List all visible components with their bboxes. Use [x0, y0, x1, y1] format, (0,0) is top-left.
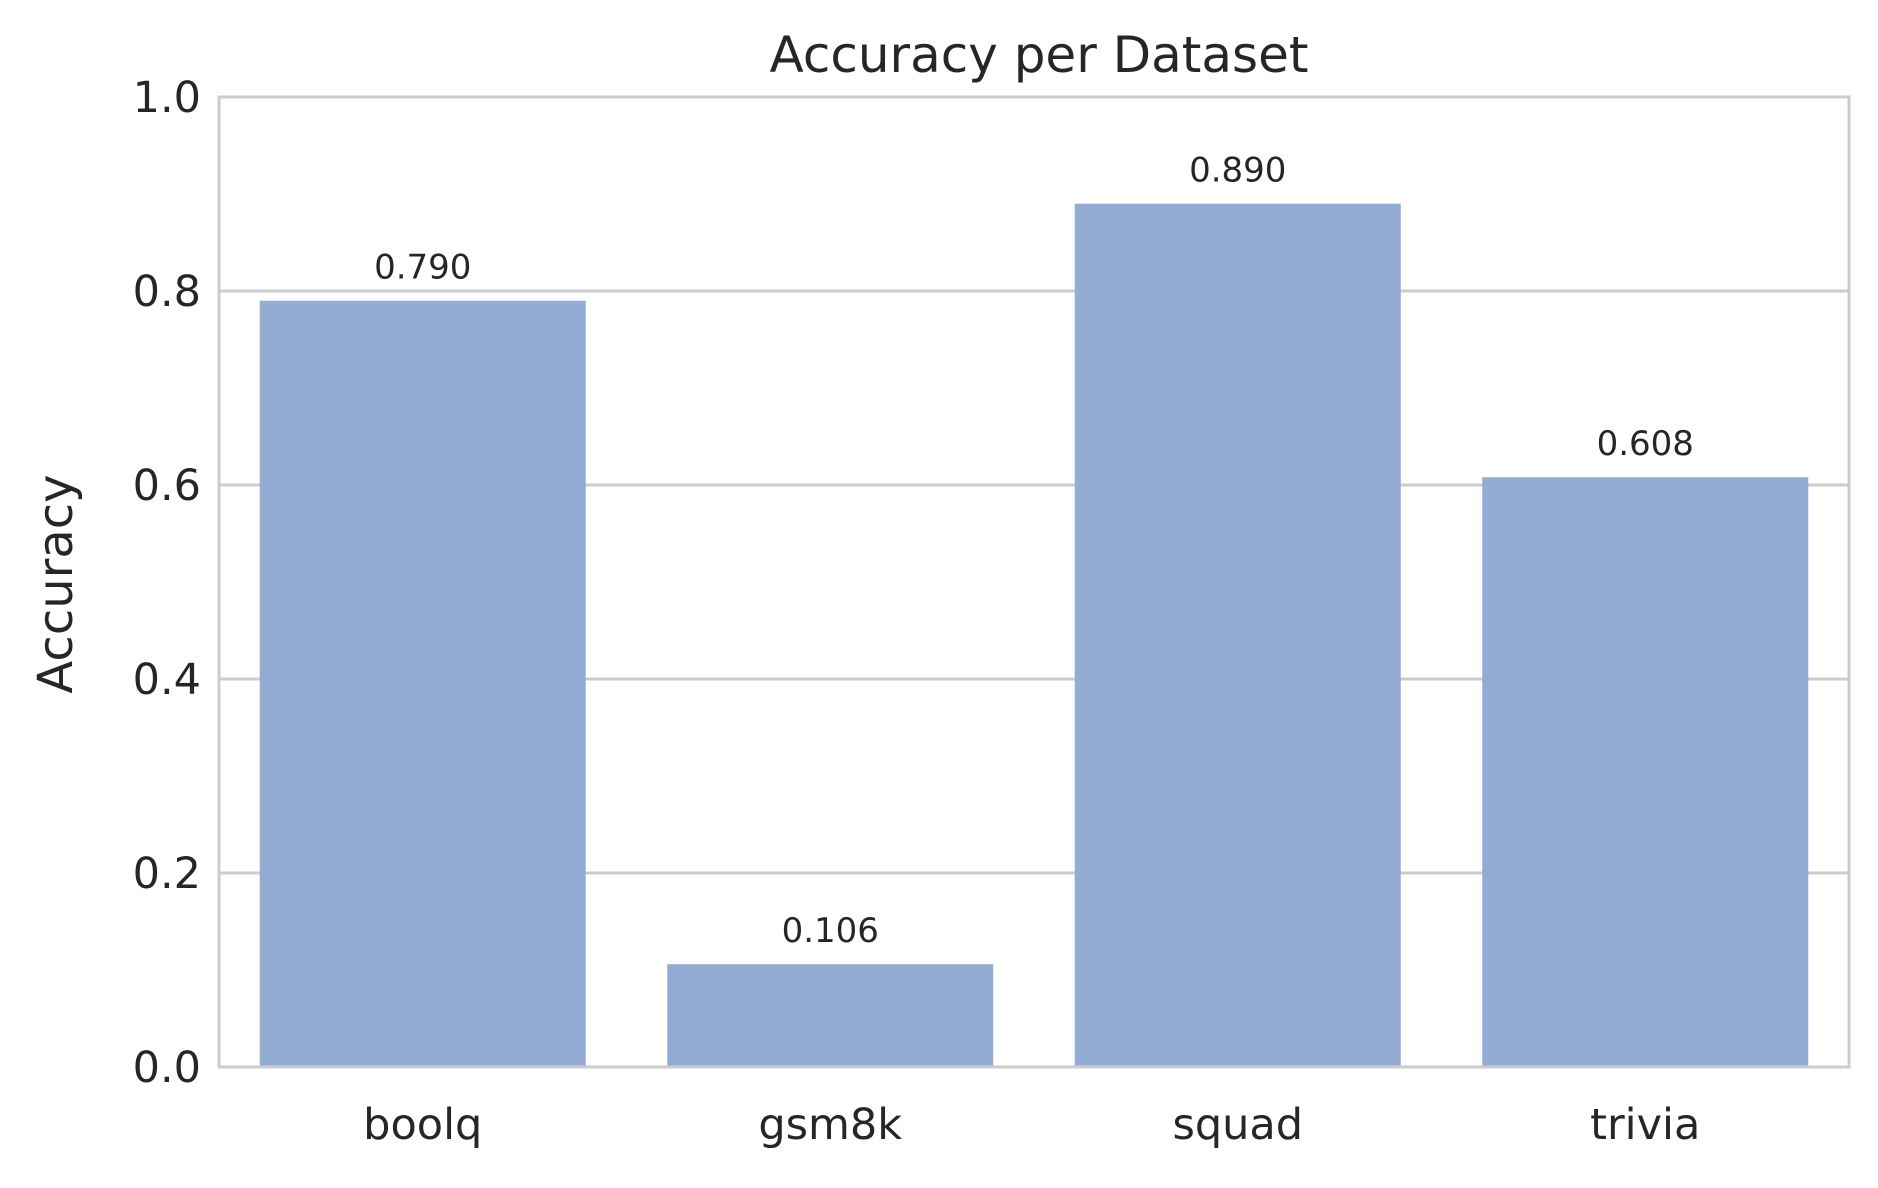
- bars: [259, 203, 1809, 1067]
- y-tick-label: 0.6: [133, 461, 201, 511]
- bar-trivia: [1482, 477, 1809, 1067]
- y-tick-label: 1.0: [133, 73, 201, 123]
- y-tick-label: 0.8: [133, 267, 201, 317]
- data-label-boolq: 0.790: [374, 248, 471, 288]
- y-tick-label: 0.2: [133, 849, 201, 899]
- x-tick-label-gsm8k: gsm8k: [758, 1100, 902, 1150]
- bar-squad: [1074, 203, 1401, 1067]
- data-label-squad: 0.890: [1189, 151, 1286, 191]
- data-labels: 0.790 0.106 0.890 0.608: [374, 151, 1694, 951]
- x-tick-label-squad: squad: [1172, 1100, 1303, 1150]
- x-tick-labels: boolq gsm8k squad trivia: [363, 1100, 1700, 1150]
- chart-title: Accuracy per Dataset: [770, 26, 1309, 84]
- data-label-trivia: 0.608: [1597, 424, 1694, 464]
- x-tick-label-boolq: boolq: [363, 1100, 482, 1150]
- y-tick-label: 0.4: [133, 655, 201, 705]
- bar-boolq: [259, 300, 586, 1067]
- plot-frame: [217, 95, 1851, 1069]
- bar-gsm8k: [667, 964, 994, 1067]
- x-tick-label-trivia: trivia: [1590, 1100, 1700, 1150]
- data-label-gsm8k: 0.106: [782, 911, 879, 951]
- y-tick-labels: 0.0 0.2 0.4 0.6 0.8 1.0: [133, 73, 201, 1093]
- y-axis-label: Accuracy: [28, 474, 84, 693]
- y-tick-label: 0.0: [133, 1043, 201, 1093]
